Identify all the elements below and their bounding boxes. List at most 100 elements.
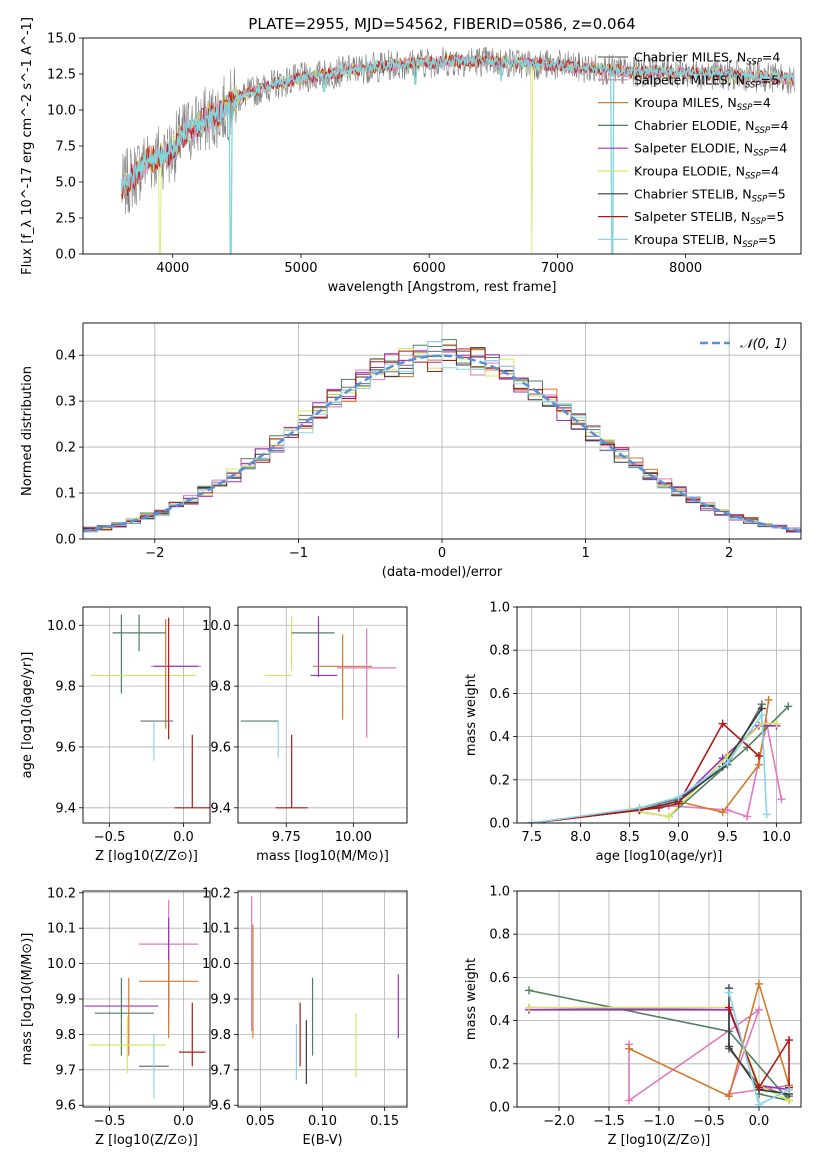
y-tick-label: 0.4 (55, 349, 76, 364)
series-marker (723, 758, 732, 767)
axes-frame (82, 606, 211, 824)
spectrum-data-line (121, 46, 795, 215)
x-axis-label: Z [log10(Z/Z⊙)] (95, 849, 198, 864)
y-tick-label: 0.0 (55, 533, 76, 548)
x-axis-label: E(B-V) (302, 1133, 342, 1148)
y-tick-label: 9.7 (55, 1063, 76, 1078)
series-marker (527, 819, 536, 823)
x-tick-label: 0.05 (246, 1114, 275, 1129)
axes-frame (516, 890, 802, 1108)
series-marker (772, 719, 781, 728)
legend-label: Chabrier MILES, NSSP=4 (634, 50, 780, 68)
y-tick-label: 9.6 (55, 740, 76, 755)
y-tick-label: 9.9 (210, 993, 231, 1008)
x-axis-label: mass [log10(M/M⊙)] (256, 849, 389, 864)
axes-frame (237, 890, 408, 1108)
legend-label: Salpeter MILES, NSSP=5 (634, 72, 779, 90)
y-tick-label: 9.7 (210, 1063, 231, 1078)
x-tick-label: 8.0 (570, 830, 591, 845)
x-tick-label: −0.5 (94, 1114, 126, 1129)
y-tick-label: 12.5 (47, 68, 76, 83)
y-tick-label: 10.0 (47, 619, 76, 634)
plot-area (120, 46, 795, 254)
x-tick-label: −1.5 (593, 1114, 625, 1129)
y-tick-label: 9.8 (210, 680, 231, 695)
series-marker (785, 1036, 793, 1045)
x-tick-label: 0.15 (370, 1114, 399, 1129)
series-marker (755, 979, 763, 988)
series-marker (725, 1042, 733, 1051)
series-marker (664, 812, 673, 821)
x-tick-label: −0.5 (693, 1114, 725, 1129)
y-tick-label: 0.4 (489, 1014, 510, 1029)
x-tick-label: −2.0 (543, 1114, 575, 1129)
x-tick-label: 8.5 (619, 830, 640, 845)
x-tick-label: 0.0 (173, 830, 194, 845)
x-axis-label: wavelength [Angstrom, rest frame] (328, 280, 557, 295)
data-point (112, 614, 166, 652)
legend-item: Chabrier STELIB, NSSP=5 (598, 186, 786, 204)
legend-label: Kroupa STELIB, NSSP=5 (634, 232, 776, 250)
series-marker (755, 1005, 763, 1014)
y-tick-label: 0.4 (489, 730, 510, 745)
plot-area (527, 695, 793, 823)
histogram-step (83, 341, 801, 533)
y-tick-label: 9.4 (210, 801, 231, 816)
normal-legend-label: 𝒩(0, 1) (740, 337, 787, 352)
y-tick-label: 10.2 (47, 886, 76, 901)
y-tick-label: 0.0 (489, 1101, 510, 1116)
y-axis-label: Flux [f_λ 10^-17 erg cm^-2 s^-1 A^-1] (20, 17, 35, 275)
legend-item: Kroupa MILES, NSSP=4 (598, 95, 771, 113)
legend-item: Chabrier ELODIE, NSSP=4 (598, 118, 789, 136)
x-axis-label: Z [log10(Z/Z⊙)] (608, 1133, 711, 1148)
y-tick-label: 10.2 (202, 886, 231, 901)
axes-frame (516, 606, 802, 824)
y-tick-label: 9.9 (55, 993, 76, 1008)
axes-mass_vs_Z: −0.5 0.0 9.6 9.7 9.8 9.9 10.0 10.1 10.2 Z [log10(… (20, 886, 211, 1148)
x-tick-label: 0 (438, 546, 446, 561)
series-marker (725, 1092, 733, 1101)
plots-layer: 4000 5000 6000 7000 80000.02.55.07.510.012.5… (20, 17, 802, 1148)
x-tick-label: 9.75 (272, 830, 301, 845)
y-axis-label: mass weight (464, 958, 479, 1040)
y-tick-label: 0.0 (489, 817, 510, 832)
series-line (628, 980, 790, 1098)
figure-title: PLATE=2955, MJD=54562, FIBERID=0586, z=0… (248, 15, 635, 33)
axes-frame (82, 37, 802, 255)
legend-label: Kroupa MILES, NSSP=4 (634, 95, 771, 113)
series-line (728, 988, 790, 1095)
spectrum-legend: Chabrier MILES, NSSP=4 Salpeter MILES, NS… (598, 50, 789, 250)
axes-residual_hist: −2 −1 0 1 2 0.0 0.1 0.2 0.3 0.4 (data-model)/error… (20, 322, 802, 580)
y-tick-label: 0.8 (489, 928, 510, 943)
y-tick-label: 2.5 (55, 212, 76, 227)
x-tick-label: 5000 (284, 261, 317, 276)
series-marker (525, 1003, 533, 1012)
x-tick-label: −1 (289, 546, 308, 561)
axes-mass_vs_ebv: 0.05 0.10 0.15 9.6 9.7 9.8 9.9 10.0 10.1 10.2 E(B-… (202, 886, 408, 1148)
y-axis-label: Normed distribution (20, 366, 35, 496)
x-tick-label: −0.5 (94, 830, 126, 845)
series-marker (625, 1044, 633, 1053)
axes-frame (237, 606, 408, 824)
plot-area (84, 899, 206, 1099)
axes-frame (82, 890, 211, 1108)
x-tick-label: 7000 (541, 261, 574, 276)
y-axis-label: mass [log10(M/M⊙)] (20, 933, 35, 1066)
series-marker (674, 793, 683, 802)
y-tick-label: 5.0 (55, 176, 76, 191)
series-marker (625, 1096, 633, 1105)
x-tick-label: 8000 (669, 261, 702, 276)
y-tick-label: 10.1 (47, 922, 76, 937)
series-marker (718, 808, 727, 817)
y-tick-label: 9.6 (210, 740, 231, 755)
spectrum-model-line (120, 55, 795, 254)
x-tick-label: 0.0 (173, 1114, 194, 1129)
y-tick-label: 0.1 (55, 487, 76, 502)
residual-legend: 𝒩(0, 1) (700, 337, 787, 352)
y-tick-label: 1.0 (489, 601, 510, 616)
legend-item: Kroupa STELIB, NSSP=5 (598, 232, 776, 250)
legend-label: Chabrier STELIB, NSSP=5 (634, 186, 786, 204)
x-tick-label: 4000 (156, 261, 189, 276)
legend-item: Chabrier MILES, NSSP=4 (598, 50, 780, 68)
